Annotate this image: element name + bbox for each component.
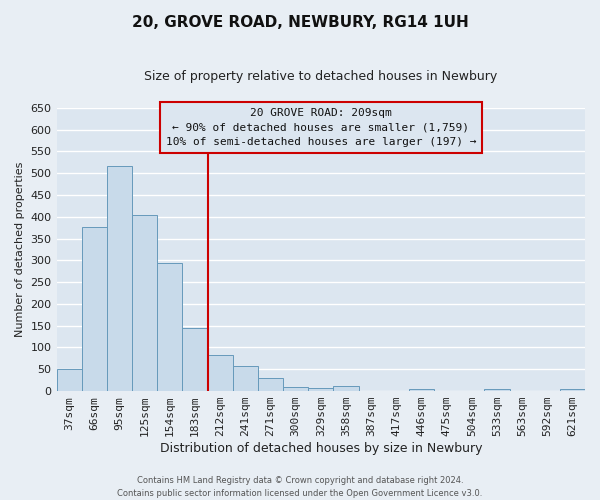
Bar: [107, 166, 132, 391]
Bar: [182, 328, 208, 391]
Text: 20 GROVE ROAD: 209sqm
← 90% of detached houses are smaller (1,759)
10% of semi-d: 20 GROVE ROAD: 209sqm ← 90% of detached …: [166, 108, 476, 148]
Bar: [308, 388, 334, 391]
Bar: [560, 389, 585, 391]
Bar: [409, 389, 434, 391]
Bar: [157, 264, 182, 391]
Bar: [208, 356, 233, 391]
Bar: [132, 216, 157, 391]
Bar: [56, 369, 82, 391]
Bar: [82, 227, 107, 391]
Bar: [334, 386, 359, 391]
Bar: [233, 366, 258, 391]
Title: Size of property relative to detached houses in Newbury: Size of property relative to detached ho…: [144, 70, 497, 83]
Bar: [484, 389, 509, 391]
Text: 20, GROVE ROAD, NEWBURY, RG14 1UH: 20, GROVE ROAD, NEWBURY, RG14 1UH: [131, 15, 469, 30]
Bar: [283, 386, 308, 391]
X-axis label: Distribution of detached houses by size in Newbury: Distribution of detached houses by size …: [160, 442, 482, 455]
Bar: [258, 378, 283, 391]
Text: Contains HM Land Registry data © Crown copyright and database right 2024.
Contai: Contains HM Land Registry data © Crown c…: [118, 476, 482, 498]
Y-axis label: Number of detached properties: Number of detached properties: [15, 162, 25, 337]
